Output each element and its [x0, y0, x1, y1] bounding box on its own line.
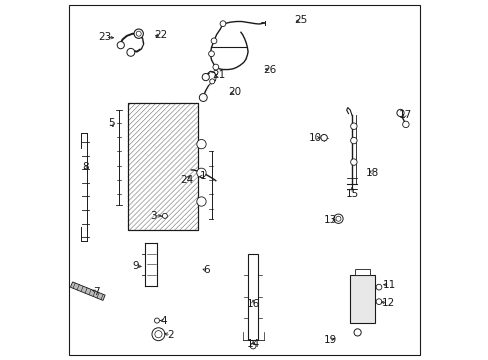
Text: 12: 12 [381, 298, 394, 308]
Circle shape [350, 123, 356, 130]
Text: 16: 16 [246, 299, 259, 309]
Text: 10: 10 [308, 133, 322, 143]
Text: 3: 3 [149, 211, 156, 221]
Text: 6: 6 [203, 265, 209, 275]
Circle shape [375, 299, 381, 305]
Circle shape [209, 79, 214, 84]
Circle shape [126, 48, 135, 56]
Circle shape [250, 343, 255, 349]
Circle shape [154, 318, 159, 323]
Circle shape [196, 168, 206, 177]
Circle shape [396, 109, 403, 117]
Circle shape [136, 31, 141, 36]
Text: 23: 23 [99, 32, 112, 42]
Bar [354, 269, 369, 275]
Text: 20: 20 [227, 87, 241, 97]
Circle shape [220, 21, 225, 27]
Text: 11: 11 [382, 280, 396, 290]
Circle shape [196, 139, 206, 149]
Circle shape [320, 134, 326, 141]
Circle shape [117, 41, 124, 49]
Bar [128, 103, 198, 230]
Text: 15: 15 [345, 189, 358, 199]
Circle shape [199, 94, 207, 102]
Circle shape [350, 159, 356, 165]
Text: 19: 19 [323, 334, 337, 345]
Circle shape [402, 121, 408, 128]
Circle shape [353, 329, 361, 336]
Text: 4: 4 [160, 316, 166, 325]
Text: 18: 18 [366, 168, 379, 178]
Circle shape [375, 284, 381, 290]
Text: 22: 22 [154, 30, 167, 40]
Text: 13: 13 [323, 215, 337, 225]
Circle shape [162, 213, 167, 219]
Text: 25: 25 [294, 15, 307, 26]
Circle shape [350, 137, 356, 144]
Text: 14: 14 [246, 339, 259, 349]
Circle shape [333, 214, 343, 224]
Bar [349, 275, 374, 323]
Circle shape [152, 328, 164, 341]
Circle shape [211, 38, 217, 44]
Text: 21: 21 [212, 70, 225, 80]
Text: 24: 24 [180, 175, 193, 185]
Polygon shape [70, 282, 105, 300]
Bar [247, 253, 258, 339]
Bar [128, 103, 198, 230]
Circle shape [202, 73, 209, 81]
Circle shape [155, 330, 162, 338]
Text: 26: 26 [263, 64, 276, 75]
Text: 17: 17 [398, 110, 411, 120]
Circle shape [208, 51, 214, 57]
Text: 9: 9 [132, 261, 139, 271]
Circle shape [196, 197, 206, 206]
Circle shape [134, 29, 143, 39]
Text: 7: 7 [93, 287, 100, 297]
Circle shape [335, 216, 340, 221]
Text: 8: 8 [82, 162, 89, 172]
Text: 2: 2 [167, 330, 174, 340]
Text: 5: 5 [107, 118, 114, 128]
Circle shape [212, 64, 218, 70]
Text: 1: 1 [200, 171, 206, 181]
